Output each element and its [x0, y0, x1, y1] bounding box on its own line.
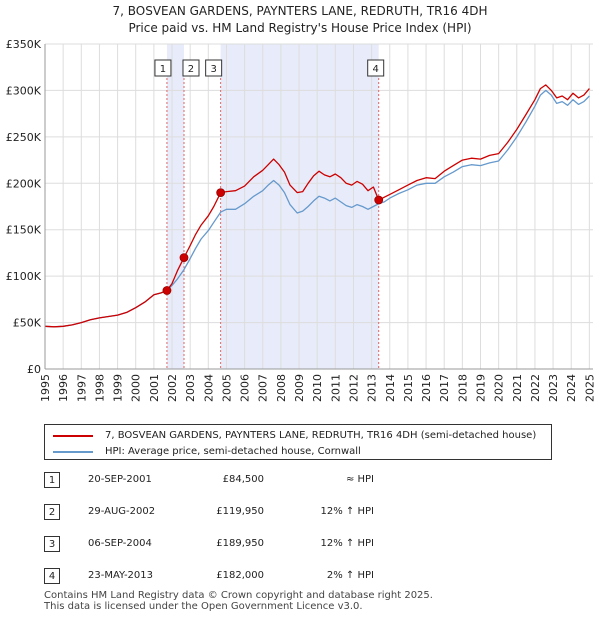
x-tick-label: 2015 [402, 374, 415, 402]
sale-row: 1 20-SEP-2001 £84,500 ≈ HPI [44, 472, 564, 492]
x-tick-label: 2005 [220, 374, 233, 402]
sale-hpi-comparison: 12% ↑ HPI [320, 506, 374, 517]
sale-date: 29-AUG-2002 [88, 506, 156, 517]
sale-number-marker-label: 4 [373, 64, 379, 75]
x-tick-label: 1997 [75, 374, 88, 402]
legend-label-property: 7, BOSVEAN GARDENS, PAYNTERS LANE, REDRU… [105, 430, 537, 441]
x-tick-label: 2022 [529, 374, 542, 402]
x-tick-label: 1996 [57, 374, 70, 402]
sale-row: 3 06-SEP-2004 £189,950 12% ↑ HPI [44, 536, 564, 556]
x-tick-label: 2024 [565, 374, 578, 402]
x-tick-label: 2025 [583, 374, 596, 402]
x-tick-label: 2007 [257, 374, 270, 402]
sale-price: £182,000 [216, 570, 264, 581]
x-tick-label: 2003 [184, 374, 197, 402]
y-tick-label: £0 [27, 363, 41, 376]
y-tick-label: £150K [6, 224, 42, 237]
x-tick-label: 2006 [239, 374, 252, 402]
sale-number-badge: 1 [44, 472, 60, 488]
x-tick-label: 2013 [366, 374, 379, 402]
sale-point [162, 286, 172, 295]
y-tick-label: £50K [13, 317, 42, 330]
x-tick-label: 2016 [420, 374, 433, 402]
sale-hpi-comparison: ≈ HPI [345, 474, 374, 485]
chart-legend: 7, BOSVEAN GARDENS, PAYNTERS LANE, REDRU… [44, 424, 552, 460]
chart-subtitle: Price paid vs. HM Land Registry's House … [128, 21, 472, 35]
sale-hpi-comparison: 2% ↑ HPI [326, 570, 374, 581]
x-tick-label: 1995 [39, 374, 52, 402]
x-tick-label: 1999 [112, 374, 125, 402]
sale-number-marker [182, 59, 200, 77]
sale-number-marker [205, 59, 223, 77]
x-tick-label: 2018 [456, 374, 469, 402]
x-tick-label: 2011 [329, 374, 342, 402]
footer-line-licence: This data is licensed under the Open Gov… [44, 601, 363, 612]
sale-date: 20-SEP-2001 [88, 474, 152, 485]
y-tick-label: £300K [6, 84, 42, 97]
property-series-line [44, 84, 590, 328]
sale-row: 2 29-AUG-2002 £119,950 12% ↑ HPI [44, 504, 564, 524]
x-tick-label: 2019 [474, 374, 487, 402]
y-tick-label: £250K [6, 131, 42, 144]
x-tick-label: 2023 [547, 374, 560, 402]
x-tick-label: 2020 [493, 374, 506, 402]
legend-label-hpi: HPI: Average price, semi-detached house,… [105, 446, 361, 457]
sale-point [374, 195, 384, 205]
y-tick-label: £200K [6, 177, 42, 190]
footer-attribution: Contains HM Land Registry data © Crown c… [44, 590, 433, 612]
sale-number-marker-label: 3 [210, 64, 216, 75]
x-tick-label: 2010 [311, 374, 324, 402]
x-tick-label: 2021 [511, 374, 524, 402]
sale-number-marker-label: 2 [188, 64, 194, 75]
sale-number-badge: 4 [44, 568, 60, 584]
chart-title-block: 7, BOSVEAN GARDENS, PAYNTERS LANE, REDRU… [0, 3, 600, 37]
sale-price: £84,500 [222, 474, 264, 485]
sale-date: 06-SEP-2004 [88, 538, 152, 549]
x-tick-label: 2014 [384, 374, 397, 402]
x-tick-label: 2009 [293, 374, 306, 402]
sale-number-marker [154, 59, 172, 77]
chart-title: 7, BOSVEAN GARDENS, PAYNTERS LANE, REDRU… [112, 4, 488, 18]
shaded-range [166, 44, 184, 369]
x-tick-label: 2017 [438, 374, 451, 402]
sale-point [216, 188, 226, 198]
footer-line-copyright: Contains HM Land Registry data © Crown c… [44, 590, 433, 601]
sale-date: 23-MAY-2013 [88, 570, 154, 581]
x-tick-label: 2000 [130, 374, 143, 402]
sale-number-marker [367, 59, 385, 77]
x-tick-label: 2001 [148, 374, 161, 402]
x-tick-label: 2002 [166, 374, 179, 402]
sale-number-badge: 3 [44, 536, 60, 552]
price-chart: 1 2 3 4 £0 £50K £100K £150K £200K £250K £300K £350K… [6, 38, 597, 402]
sale-number-marker-label: 1 [160, 64, 166, 75]
legend-swatch-hpi [53, 451, 93, 453]
sale-hpi-comparison: 12% ↑ HPI [320, 538, 374, 549]
x-tick-label: 1998 [93, 374, 106, 402]
sale-point [179, 253, 189, 263]
legend-swatch-property [53, 435, 93, 437]
x-tick-label: 2008 [275, 374, 288, 402]
sale-row: 4 23-MAY-2013 £182,000 2% ↑ HPI [44, 568, 564, 588]
y-tick-label: £100K [6, 270, 42, 283]
sale-price: £189,950 [216, 538, 264, 549]
x-tick-label: 2004 [202, 374, 215, 402]
sale-number-badge: 2 [44, 504, 60, 520]
y-tick-label: £350K [6, 38, 42, 51]
x-tick-label: 2012 [347, 374, 360, 402]
sale-price: £119,950 [216, 506, 264, 517]
